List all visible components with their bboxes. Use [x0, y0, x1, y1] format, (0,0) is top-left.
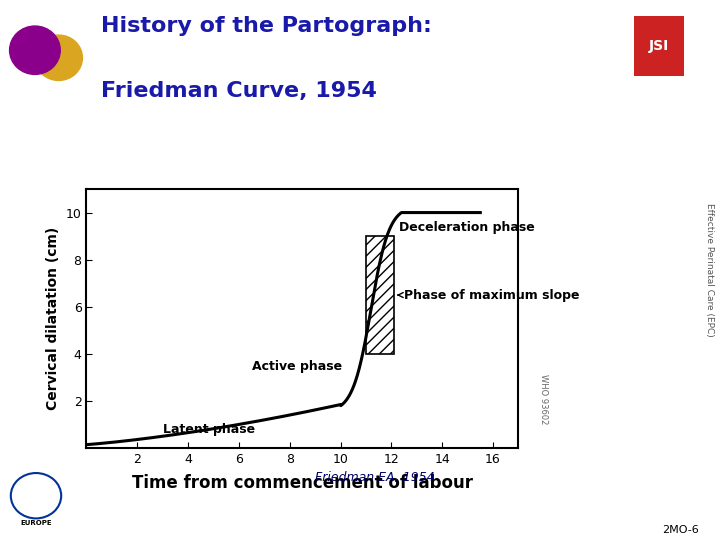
Text: 2MO-6: 2MO-6 — [662, 524, 698, 535]
Text: Latent phase: Latent phase — [163, 423, 255, 436]
Text: Effective Perinatal Care (EPC): Effective Perinatal Care (EPC) — [705, 203, 714, 337]
Text: EUROPE: EUROPE — [20, 520, 52, 526]
Text: History of the Partograph:: History of the Partograph: — [101, 16, 432, 36]
Y-axis label: Cervical dilatation (cm): Cervical dilatation (cm) — [46, 227, 60, 410]
Text: JSI: JSI — [649, 39, 669, 53]
Text: Friedman Curve, 1954: Friedman Curve, 1954 — [101, 81, 377, 101]
Text: Friedman EA, 1954: Friedman EA, 1954 — [315, 470, 434, 484]
Text: Deceleration phase: Deceleration phase — [399, 221, 535, 234]
Text: WHO 93602: WHO 93602 — [539, 374, 548, 425]
Circle shape — [35, 35, 82, 80]
Text: Phase of maximum slope: Phase of maximum slope — [398, 288, 580, 301]
Circle shape — [9, 26, 60, 75]
X-axis label: Time from commencement of labour: Time from commencement of labour — [132, 475, 473, 492]
Text: Active phase: Active phase — [251, 360, 342, 373]
